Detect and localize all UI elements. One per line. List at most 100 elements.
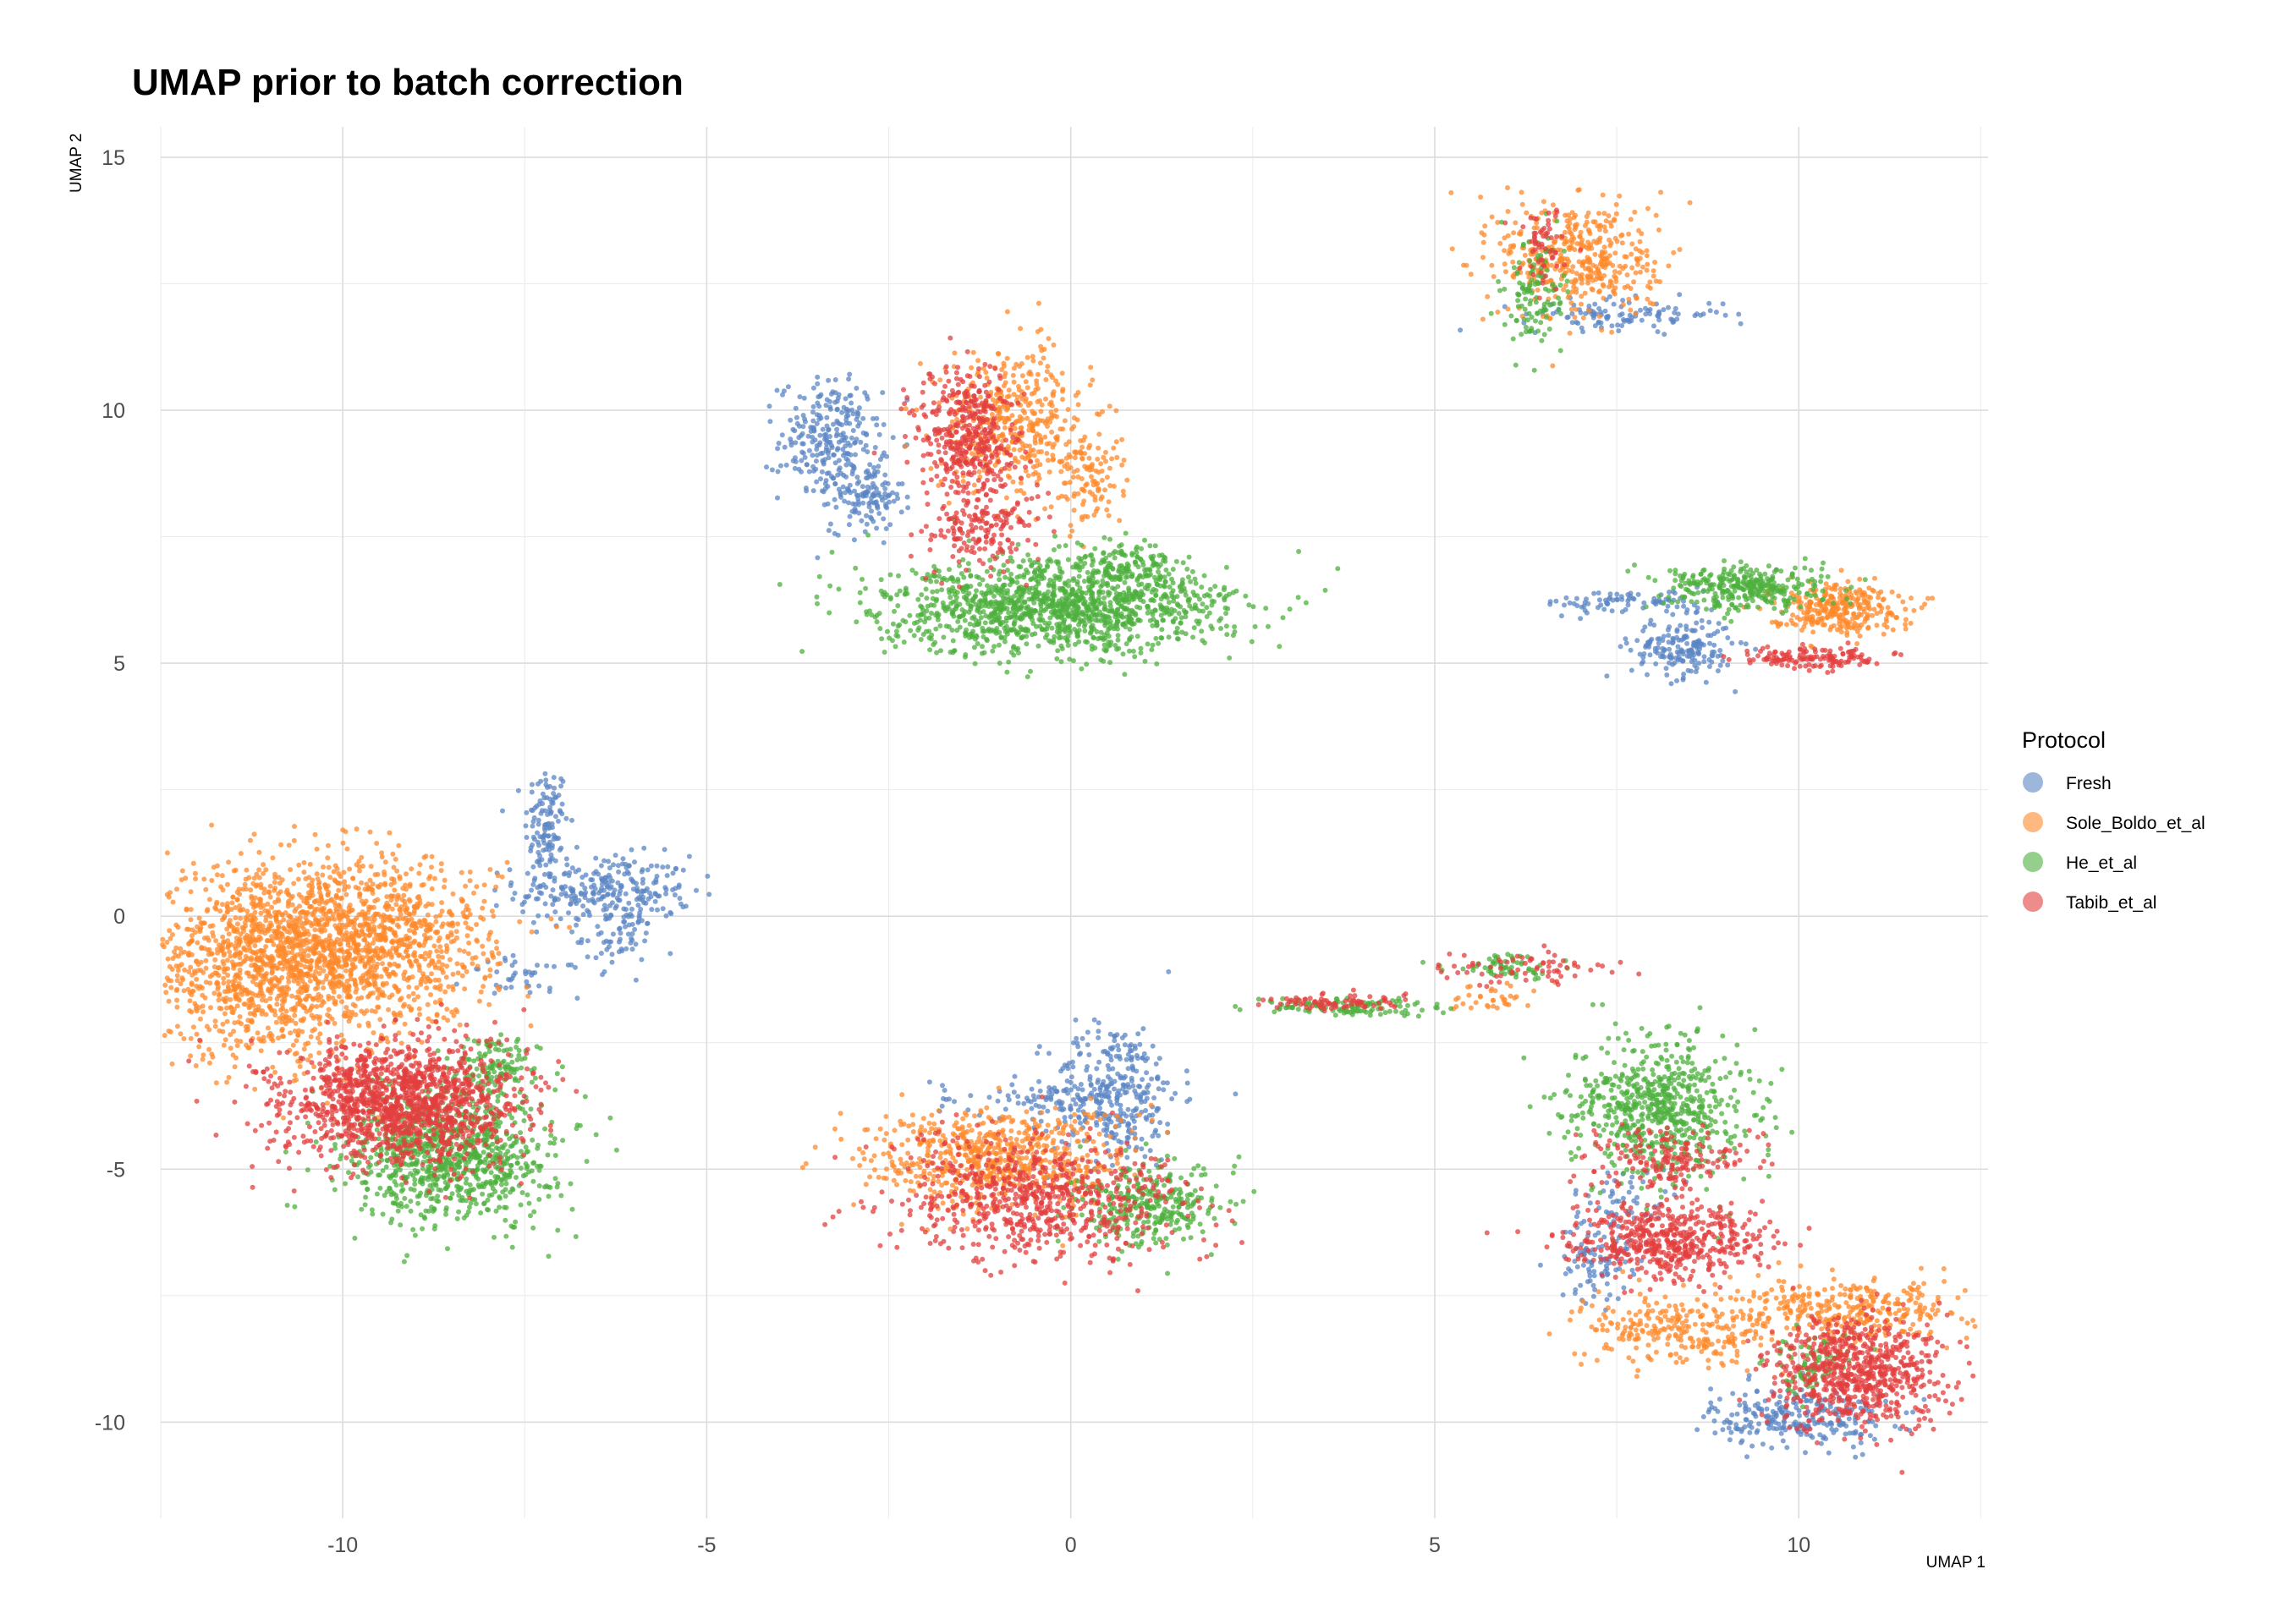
data-point <box>1601 295 1607 301</box>
data-point <box>379 945 385 951</box>
data-point <box>1614 596 1620 602</box>
data-point <box>1780 1438 1786 1444</box>
data-point <box>348 919 354 924</box>
data-point <box>327 875 333 881</box>
data-point <box>279 1002 285 1008</box>
data-point <box>943 1097 949 1102</box>
data-point <box>209 951 215 957</box>
data-point <box>411 940 416 946</box>
data-point <box>1090 482 1096 488</box>
data-point <box>1184 1068 1189 1074</box>
data-point <box>1077 1051 1082 1057</box>
data-point <box>827 521 833 527</box>
data-point <box>990 397 996 403</box>
data-point <box>552 897 558 903</box>
data-point <box>1149 1076 1155 1082</box>
data-point <box>194 1031 200 1037</box>
data-point <box>1655 650 1661 656</box>
data-point <box>226 1074 232 1080</box>
data-point <box>846 522 852 528</box>
data-point <box>874 525 880 531</box>
data-point <box>480 905 486 911</box>
data-point <box>316 927 322 933</box>
data-point <box>936 483 942 488</box>
data-point <box>494 969 500 974</box>
data-point <box>178 946 184 952</box>
data-point <box>1780 1425 1786 1431</box>
data-point <box>370 881 376 887</box>
data-point <box>1101 1116 1107 1122</box>
data-point <box>580 903 586 909</box>
series-Fresh <box>453 292 1927 1460</box>
data-point <box>1075 1107 1081 1113</box>
data-point <box>233 935 239 941</box>
data-point <box>1046 336 1052 342</box>
data-point <box>611 862 616 868</box>
data-point <box>1094 1122 1100 1128</box>
data-point <box>269 970 275 976</box>
data-point <box>1729 1412 1735 1418</box>
data-point <box>799 441 805 447</box>
data-point <box>1667 651 1673 657</box>
data-point <box>531 877 537 883</box>
data-point <box>406 985 412 990</box>
data-point <box>543 862 549 868</box>
data-point <box>1169 1096 1175 1102</box>
data-point <box>244 1042 250 1048</box>
data-point <box>880 390 886 396</box>
data-point <box>1036 1044 1042 1050</box>
data-point <box>1804 1397 1810 1403</box>
data-point <box>372 1009 378 1014</box>
data-point <box>1097 1100 1103 1106</box>
data-point <box>1558 613 1564 619</box>
data-point <box>1006 393 1012 399</box>
data-point <box>1853 1430 1858 1436</box>
data-point <box>236 961 242 967</box>
data-point <box>1510 259 1516 265</box>
data-point <box>217 991 222 997</box>
data-point <box>827 434 832 439</box>
data-point <box>220 1021 226 1027</box>
data-point <box>810 488 816 494</box>
data-point <box>386 903 392 909</box>
data-point <box>1078 1120 1083 1126</box>
data-point <box>1547 599 1553 605</box>
data-point <box>554 924 559 930</box>
data-point <box>535 830 540 836</box>
data-point <box>652 891 658 897</box>
data-point <box>622 871 628 877</box>
data-point <box>612 905 618 911</box>
data-point <box>1639 317 1645 323</box>
data-point <box>238 915 244 921</box>
data-point <box>428 992 433 997</box>
data-point <box>1038 1118 1044 1124</box>
data-point <box>1692 641 1698 647</box>
data-point <box>497 961 503 967</box>
data-point <box>550 902 556 908</box>
data-point <box>246 875 252 881</box>
data-point <box>1060 397 1065 403</box>
data-point <box>529 929 535 935</box>
data-point <box>854 436 860 442</box>
data-point <box>1122 1032 1128 1038</box>
data-point <box>558 916 563 922</box>
data-point <box>1095 1079 1101 1085</box>
data-point <box>1712 1430 1718 1436</box>
data-point <box>1150 1112 1156 1118</box>
data-point <box>1715 668 1721 674</box>
data-point <box>510 952 516 958</box>
data-point <box>781 388 787 394</box>
data-point <box>1448 189 1454 195</box>
data-point <box>386 1007 392 1012</box>
data-point <box>847 482 853 488</box>
data-point <box>331 869 337 875</box>
data-point <box>788 436 794 442</box>
data-point <box>416 870 422 876</box>
data-point <box>307 861 313 867</box>
data-point <box>1596 223 1602 229</box>
data-point <box>1784 1445 1790 1451</box>
data-point <box>1743 641 1749 647</box>
data-point <box>928 466 934 471</box>
data-point <box>467 870 473 875</box>
data-point <box>278 1007 283 1013</box>
